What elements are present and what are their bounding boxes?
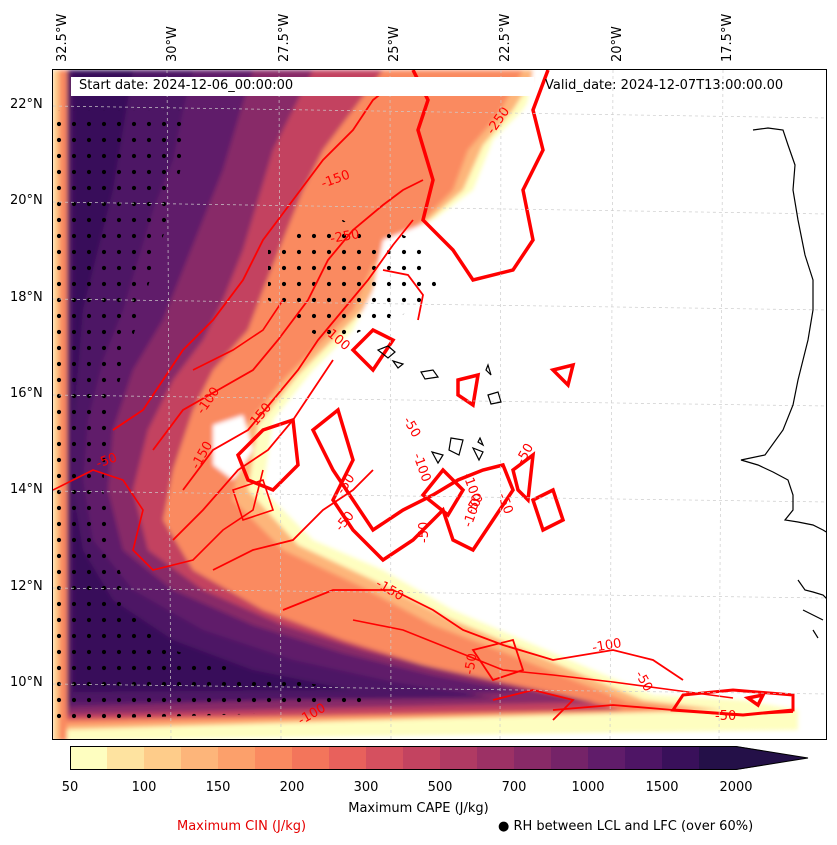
lat-label-18n: 18°N xyxy=(10,290,43,305)
guinea-bissau-coastline xyxy=(797,579,826,639)
map-panel: -250 -150 -250 -100 -100 -150 -150 -50 -50 -50 -50… xyxy=(52,69,827,740)
date-header-background xyxy=(71,77,534,96)
colorbar-tick-label: 150 xyxy=(205,780,231,795)
valid-date-label: Valid_date: 2024-12-07T13:00:00.00 xyxy=(545,78,784,93)
colorbar-segment xyxy=(292,746,329,770)
colorbar-tick-label: 2000 xyxy=(719,780,753,795)
colorbar-tick-label: 50 xyxy=(61,780,79,795)
lon-label-25w: 25°W xyxy=(387,26,402,62)
colorbar-title: Maximum CAPE (J/kg) xyxy=(348,801,489,816)
colorbar-tick-label: 1000 xyxy=(571,780,605,795)
colorbar-tick-label: 200 xyxy=(279,780,305,795)
colorbar-segment xyxy=(699,746,736,770)
colorbar-extend-arrow xyxy=(736,746,808,770)
colorbar-segment xyxy=(514,746,551,770)
lon-label-32.5w: 32.5°W xyxy=(55,13,70,62)
colorbar-segment xyxy=(329,746,366,770)
colorbar-segment xyxy=(625,746,662,770)
colorbar-segment xyxy=(440,746,477,770)
colorbar-segment xyxy=(107,746,144,770)
colorbar-segment xyxy=(366,746,403,770)
cape-verde-islands xyxy=(376,345,502,465)
africa-coastline xyxy=(740,127,826,533)
lon-label-20w: 20°W xyxy=(610,26,625,62)
cin-legend-label: Maximum CIN (J/kg) xyxy=(177,819,307,834)
lon-label-22.5w: 22.5°W xyxy=(498,13,513,62)
rh-legend-label: ● RH between LCL and LFC (over 60%) xyxy=(498,819,754,834)
cape-cin-map: -250-150-250-100-100-150-150-50-50-50-50… xyxy=(53,70,826,739)
colorbar-segment xyxy=(477,746,514,770)
cin-contours xyxy=(53,70,795,721)
cin-contour-label: -250 xyxy=(329,227,361,247)
colorbar-tick-label: 500 xyxy=(427,780,453,795)
colorbar-segment xyxy=(144,746,181,770)
colorbar-tick-label: 1500 xyxy=(645,780,679,795)
rh-stipple xyxy=(53,110,383,720)
lat-label-10n: 10°N xyxy=(10,675,43,690)
colorbar-tick-label: 300 xyxy=(353,780,379,795)
cin-contour-label: -50 xyxy=(462,652,480,676)
colorbar-outline xyxy=(70,746,809,770)
graticule xyxy=(53,70,826,739)
lat-label-16n: 16°N xyxy=(10,386,43,401)
colorbar-segment xyxy=(181,746,218,770)
lon-label-27.5w: 27.5°W xyxy=(277,13,292,62)
cin-contour-label: -100 xyxy=(591,636,623,656)
cin-contour-label: -50 xyxy=(94,450,119,471)
colorbar-segment xyxy=(403,746,440,770)
colorbar-segment xyxy=(662,746,699,770)
colorbar-segment xyxy=(588,746,625,770)
colorbar-segment xyxy=(218,746,255,770)
lat-label-14n: 14°N xyxy=(10,482,43,497)
start-date-label: Start date: 2024-12-06_00:00:00 xyxy=(79,78,294,93)
cape-colorbar xyxy=(70,746,809,770)
colorbar-tick-label: 100 xyxy=(131,780,157,795)
lat-label-12n: 12°N xyxy=(10,579,43,594)
lon-label-17.5w: 17.5°W xyxy=(720,13,735,62)
colorbar-segment xyxy=(70,746,107,770)
cin-contour-label: -50 xyxy=(417,522,432,543)
lon-label-30w: 30°W xyxy=(165,26,180,62)
cin-contour-label: -50 xyxy=(715,709,736,724)
colorbar-segment xyxy=(551,746,588,770)
colorbar-segment xyxy=(255,746,292,770)
rh-stipple-north xyxy=(268,220,438,340)
lat-label-20n: 20°N xyxy=(10,193,43,208)
lat-label-22n: 22°N xyxy=(10,97,43,112)
colorbar-tick-label: 700 xyxy=(501,780,527,795)
